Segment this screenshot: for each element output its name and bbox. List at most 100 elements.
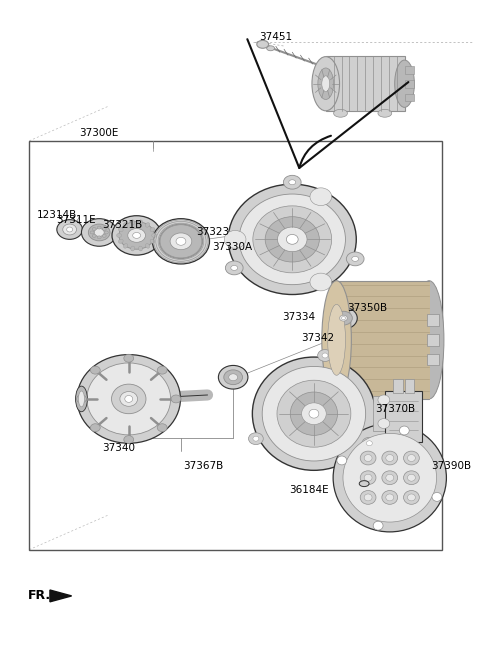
Bar: [427, 354, 439, 365]
Text: 37350B: 37350B: [348, 303, 387, 314]
Ellipse shape: [125, 396, 132, 402]
Ellipse shape: [97, 236, 101, 239]
Ellipse shape: [287, 234, 298, 244]
Ellipse shape: [366, 441, 372, 445]
Ellipse shape: [124, 436, 133, 443]
Ellipse shape: [408, 494, 415, 501]
Bar: [29, 141, 442, 550]
Text: 37311E: 37311E: [56, 215, 96, 224]
Ellipse shape: [150, 239, 155, 243]
Ellipse shape: [395, 60, 414, 108]
Ellipse shape: [414, 281, 444, 399]
Ellipse shape: [252, 357, 375, 470]
Ellipse shape: [90, 424, 100, 432]
Ellipse shape: [432, 493, 442, 501]
Polygon shape: [326, 56, 405, 112]
Bar: [385, 391, 422, 442]
Ellipse shape: [82, 218, 117, 246]
Ellipse shape: [124, 354, 133, 362]
Bar: [405, 66, 414, 74]
Ellipse shape: [290, 392, 337, 436]
Ellipse shape: [283, 175, 301, 189]
Ellipse shape: [79, 391, 84, 407]
Bar: [393, 379, 403, 393]
Ellipse shape: [386, 474, 394, 481]
Ellipse shape: [111, 384, 146, 414]
Ellipse shape: [378, 110, 392, 117]
Ellipse shape: [262, 367, 366, 461]
Ellipse shape: [352, 256, 359, 261]
Ellipse shape: [119, 228, 123, 232]
Ellipse shape: [312, 56, 339, 111]
Ellipse shape: [378, 395, 390, 405]
Bar: [405, 94, 414, 102]
Ellipse shape: [334, 110, 348, 117]
Text: 37323: 37323: [196, 228, 229, 237]
Ellipse shape: [404, 471, 420, 485]
Text: 37367B: 37367B: [183, 461, 223, 471]
Ellipse shape: [257, 41, 269, 49]
Ellipse shape: [228, 184, 356, 295]
Ellipse shape: [159, 224, 203, 258]
Text: 37342: 37342: [301, 333, 334, 343]
Ellipse shape: [362, 438, 377, 449]
Text: 37334: 37334: [282, 312, 315, 322]
Ellipse shape: [343, 434, 436, 522]
Bar: [336, 281, 430, 399]
Ellipse shape: [120, 392, 138, 406]
Ellipse shape: [249, 433, 264, 445]
Ellipse shape: [386, 455, 394, 461]
Ellipse shape: [176, 237, 186, 245]
Ellipse shape: [289, 180, 296, 185]
Ellipse shape: [360, 451, 376, 465]
Ellipse shape: [253, 206, 332, 273]
Ellipse shape: [330, 307, 357, 329]
Ellipse shape: [145, 243, 150, 248]
Ellipse shape: [364, 474, 372, 481]
Ellipse shape: [359, 481, 369, 487]
Ellipse shape: [265, 216, 319, 262]
Ellipse shape: [170, 233, 192, 250]
Ellipse shape: [408, 474, 415, 481]
Ellipse shape: [347, 252, 364, 266]
Ellipse shape: [364, 455, 372, 461]
Ellipse shape: [76, 395, 86, 403]
Ellipse shape: [309, 409, 319, 418]
Ellipse shape: [373, 522, 383, 530]
Ellipse shape: [94, 228, 104, 236]
Ellipse shape: [360, 471, 376, 485]
Bar: [373, 396, 395, 432]
Text: 37330A: 37330A: [213, 242, 252, 252]
Ellipse shape: [157, 366, 167, 374]
Ellipse shape: [112, 216, 161, 255]
Ellipse shape: [229, 374, 238, 380]
Text: 37300E: 37300E: [80, 128, 119, 138]
Ellipse shape: [87, 363, 170, 435]
Bar: [427, 334, 439, 346]
Ellipse shape: [335, 311, 352, 325]
Ellipse shape: [378, 419, 390, 428]
Ellipse shape: [218, 365, 248, 389]
Ellipse shape: [63, 224, 76, 235]
Ellipse shape: [328, 304, 346, 375]
Ellipse shape: [75, 386, 87, 412]
Ellipse shape: [123, 222, 128, 227]
Ellipse shape: [139, 246, 143, 251]
Ellipse shape: [102, 228, 106, 230]
Ellipse shape: [310, 188, 332, 205]
Ellipse shape: [90, 366, 100, 374]
Ellipse shape: [139, 220, 143, 225]
Ellipse shape: [226, 261, 243, 275]
Ellipse shape: [408, 455, 415, 461]
Ellipse shape: [92, 234, 96, 237]
Text: 36184E: 36184E: [289, 485, 329, 495]
Ellipse shape: [277, 380, 351, 447]
Polygon shape: [50, 590, 72, 602]
Ellipse shape: [386, 494, 394, 501]
Ellipse shape: [318, 350, 333, 361]
Ellipse shape: [57, 220, 83, 239]
Ellipse shape: [131, 220, 135, 225]
Ellipse shape: [404, 451, 420, 465]
Ellipse shape: [267, 46, 275, 51]
Ellipse shape: [382, 491, 397, 504]
